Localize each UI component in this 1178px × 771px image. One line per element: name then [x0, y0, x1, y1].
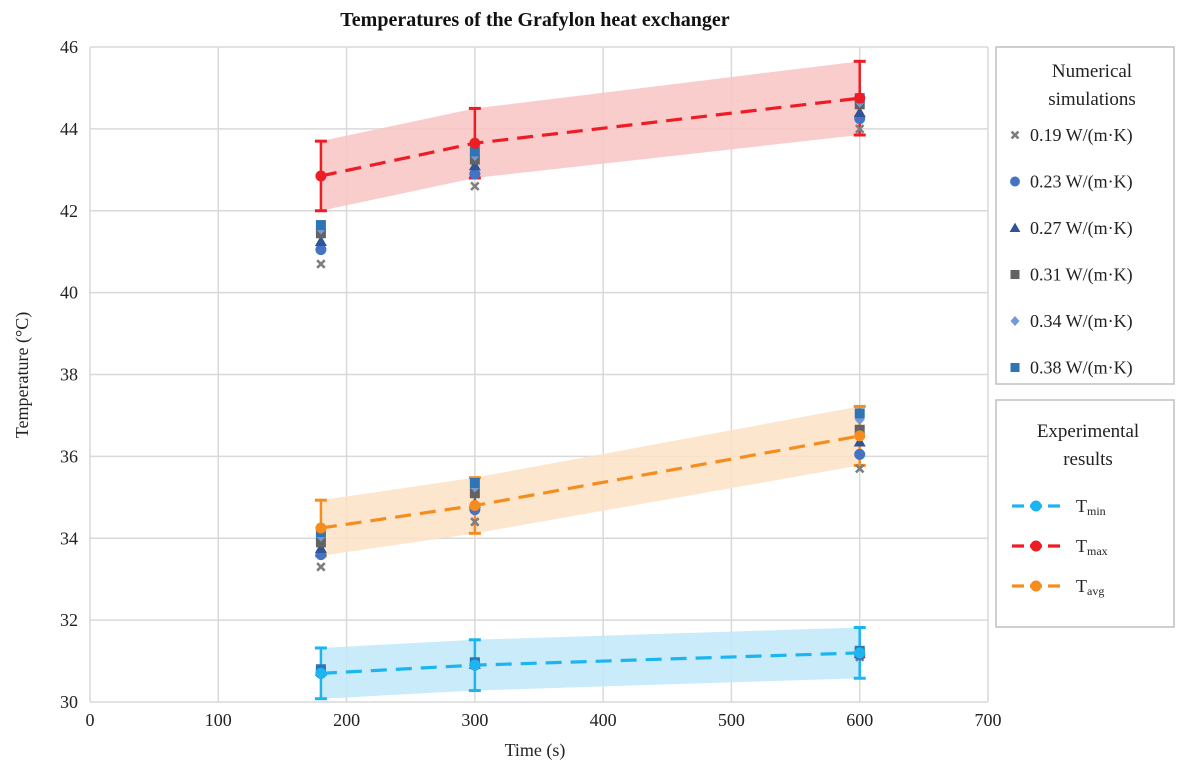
sim-point-0-max: [854, 124, 865, 134]
sim-point-3-avg: [854, 424, 865, 435]
legend-title-line: results: [1063, 449, 1113, 470]
sim-point-5-max: [469, 146, 480, 157]
legend-swatch-Tavg: [1012, 580, 1060, 592]
legend-subscript: max: [1087, 544, 1108, 558]
legend-entry-label: 0.31 W/(m·K): [1030, 265, 1133, 286]
legend-marker-0: [1010, 130, 1020, 140]
exp-point-Tavg: [854, 430, 866, 442]
chart-title: Temperatures of the Grafylon heat exchan…: [340, 9, 730, 31]
sim-point-0-avg: [854, 463, 865, 474]
sim-point-5-avg: [469, 477, 480, 488]
band-Tmax: [320, 61, 860, 211]
legend-entry-label: 0.34 W/(m·K): [1030, 311, 1133, 332]
sim-point-2-max: [314, 235, 327, 246]
x-tick-label: 200: [333, 710, 360, 730]
x-tick-label: 700: [975, 710, 1002, 730]
legend-title-line: Numerical: [1052, 61, 1132, 82]
sim-point-0-max: [316, 259, 326, 269]
sim-point-0-avg: [316, 562, 326, 572]
y-tick-label: 40: [60, 283, 78, 303]
legend-marker-4: [1010, 316, 1020, 326]
legend-entry-label: Tmin: [1076, 496, 1106, 518]
y-tick-label: 42: [60, 201, 78, 221]
x-tick-label: 100: [205, 710, 232, 730]
legend-subscript: min: [1087, 504, 1106, 518]
sim-point-0-avg: [470, 517, 480, 527]
sim-point-3-avg: [469, 488, 480, 499]
tick-labels: 0 100 200 300 400 500 600 700 30 32 34 36 38 40 42 44 46: [60, 37, 1002, 730]
legend-marker-5: [1010, 363, 1020, 372]
sim-point-2-max: [853, 106, 866, 117]
x-tick-label: 500: [718, 710, 745, 730]
exp-point-Tmin: [469, 659, 481, 671]
x-tick-label: 300: [461, 710, 488, 730]
sim-point-2-max: [468, 159, 481, 171]
y-tick-label: 38: [60, 365, 78, 385]
legend-marker-1: [1010, 176, 1020, 187]
exp-point-Tmin: [854, 647, 866, 659]
legend-marker-2: [1009, 222, 1021, 233]
band-Tmin: [320, 627, 860, 699]
exp-point-Tmin: [315, 667, 327, 679]
x-tick-label: 600: [846, 710, 873, 730]
legend-symbol: T: [1076, 576, 1087, 596]
sim-point-5-avg: [854, 408, 865, 419]
legend-entry-label: Tavg: [1076, 576, 1104, 598]
legend-entry-label: 0.27 W/(m·K): [1030, 218, 1133, 239]
sim-point-2-avg: [314, 542, 327, 553]
legend-entry-label: 0.38 W/(m·K): [1030, 358, 1133, 379]
legend-box: [995, 46, 1175, 385]
confidence-bands: [320, 61, 860, 699]
legend-entry-label: 0.23 W/(m·K): [1030, 172, 1133, 193]
legend-swatch-Tmin: [1012, 500, 1060, 512]
sim-point-0-max: [470, 181, 480, 191]
exp-point-Tmax: [315, 170, 327, 182]
y-tick-label: 46: [60, 37, 78, 57]
legend-marker-3: [1010, 270, 1020, 279]
exp-point-Tavg: [469, 500, 481, 511]
data-markers: [314, 92, 866, 679]
y-axis-label: Temperature (°C): [12, 312, 33, 438]
x-axis-label: Time (s): [505, 740, 566, 761]
legend-symbol: T: [1076, 536, 1087, 556]
grid: [89, 46, 989, 703]
legend-swatch-Tmax: [1012, 540, 1060, 552]
sim-point-1-avg: [854, 448, 866, 460]
y-tick-label: 32: [60, 610, 78, 630]
legend-symbol: T: [1076, 496, 1087, 516]
y-tick-label: 44: [60, 119, 78, 139]
exp-point-Tavg: [315, 522, 327, 534]
sim-point-3-avg: [315, 537, 326, 548]
legend-title-line: Experimental: [1037, 421, 1139, 442]
y-tick-label: 36: [60, 446, 78, 466]
sim-point-1-max: [469, 168, 481, 180]
sim-point-5-max: [315, 220, 326, 231]
exp-point-Tmax: [469, 137, 481, 149]
legend-numerical-simulations: Numerical simulations 0.19 W/(m·K) 0.23 W/(…: [995, 46, 1175, 385]
x-tick-label: 0: [86, 710, 95, 730]
y-tick-label: 34: [60, 528, 78, 548]
x-tick-label: 400: [590, 710, 617, 730]
band-Tavg: [320, 406, 860, 556]
legend-entry-label: Tmax: [1076, 536, 1108, 558]
legend-subscript: avg: [1087, 584, 1104, 598]
exp-point-Tmax: [854, 92, 866, 104]
legend-entry-label: 0.19 W/(m·K): [1030, 125, 1133, 146]
y-tick-label: 30: [60, 692, 78, 712]
legend-box: [995, 399, 1175, 628]
sim-point-1-max: [315, 244, 327, 256]
legend-title-line: simulations: [1048, 89, 1136, 110]
